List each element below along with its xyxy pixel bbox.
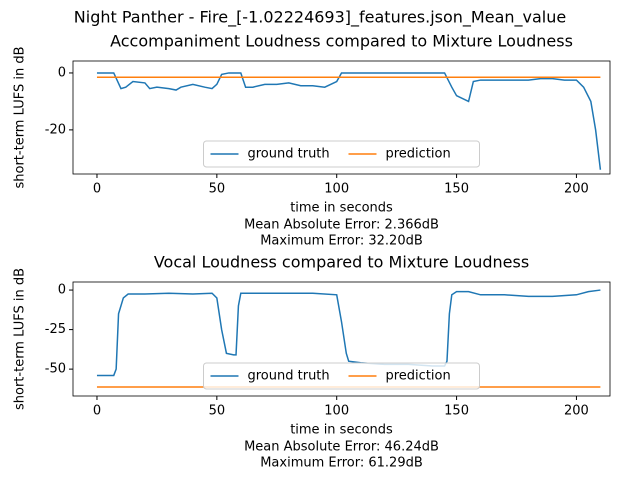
y-tick-label: -50 xyxy=(45,362,66,377)
x-tick-label: 150 xyxy=(444,182,469,197)
legend: ground truth prediction xyxy=(203,362,480,390)
x-tick-label: 200 xyxy=(564,182,589,197)
x-tick-label: 50 xyxy=(209,182,226,197)
line-series xyxy=(96,72,602,170)
x-tick-label: 100 xyxy=(324,404,349,419)
x-tick-label: 100 xyxy=(324,182,349,197)
legend-label: prediction xyxy=(386,369,451,384)
figure-title: Night Panther - Fire_[-1.02224693]_featu… xyxy=(74,8,566,28)
y-tick-label: 0 xyxy=(58,283,66,298)
axes-frame xyxy=(72,281,611,397)
legend: ground truth prediction xyxy=(203,140,480,168)
y-axis-label: short-term LUFS in dB xyxy=(13,268,28,410)
y-tick-label: -20 xyxy=(45,122,66,137)
legend-box xyxy=(203,362,480,390)
x-axis-label: time in seconds xyxy=(290,201,393,216)
x-tick-label: 0 xyxy=(93,182,101,197)
error-note: Maximum Error: 32.20dB xyxy=(260,234,423,249)
legend-box xyxy=(203,140,480,168)
error-note: Mean Absolute Error: 2.366dB xyxy=(244,218,439,233)
y-axis-label: short-term LUFS in dB xyxy=(13,46,28,188)
y-tick-label: -25 xyxy=(45,322,66,337)
x-tick-label: 0 xyxy=(93,404,101,419)
error-note: Maximum Error: 61.29dB xyxy=(260,456,423,471)
x-tick-label: 150 xyxy=(444,404,469,419)
x-tick-label: 200 xyxy=(564,404,589,419)
error-note: Mean Absolute Error: 46.24dB xyxy=(244,440,439,455)
legend-label: ground truth xyxy=(248,369,330,384)
y-tick-label: 0 xyxy=(58,65,66,80)
axes-title: Accompaniment Loudness compared to Mixtu… xyxy=(110,32,573,51)
legend-label: prediction xyxy=(386,147,451,162)
x-tick-label: 50 xyxy=(209,404,226,419)
line-series xyxy=(96,289,601,377)
axes-frame xyxy=(72,60,611,175)
axes-title: Vocal Loudness compared to Mixture Loudn… xyxy=(154,253,529,272)
legend-label: ground truth xyxy=(248,147,330,162)
x-axis-label: time in seconds xyxy=(290,423,393,438)
